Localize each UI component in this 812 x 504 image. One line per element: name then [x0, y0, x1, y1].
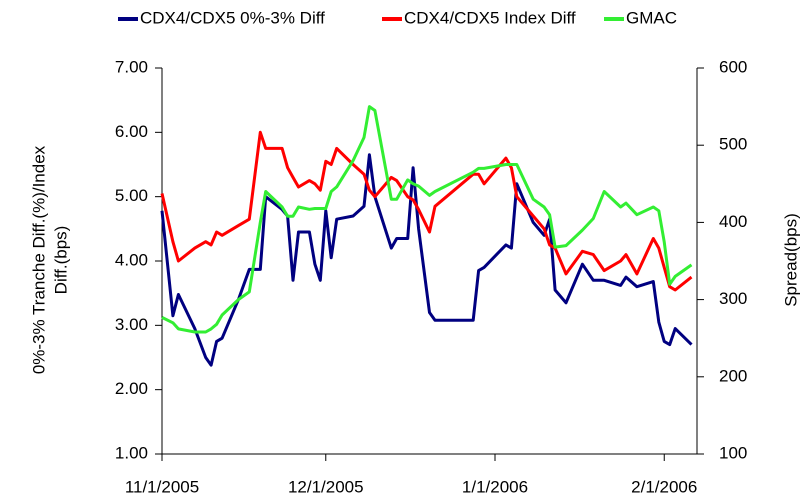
series-line: [160, 153, 693, 367]
y2-tick-label: 500: [719, 135, 747, 154]
y2-tick-label: 400: [719, 212, 747, 231]
y-tick-label: 5.00: [115, 186, 148, 205]
x-tick-label: 2/1/2006: [631, 477, 697, 496]
legend-label: CDX4/CDX5 0%-3% Diff: [140, 8, 325, 27]
y-tick-label: 7.00: [115, 57, 148, 76]
y2-tick-label: 200: [719, 366, 747, 385]
x-tick-label: 11/1/2005: [125, 477, 199, 496]
y-axis-label: Diff.(bps): [51, 226, 70, 295]
y2-tick-label: 300: [719, 289, 747, 308]
y2-tick-label: 600: [719, 57, 747, 76]
y-axis-label: 0%-3% Tranche Diff.(%)/Index: [29, 145, 48, 374]
x-tick-label: 12/1/2005: [288, 477, 364, 496]
y-tick-label: 3.00: [115, 315, 148, 334]
y2-tick-label: 100: [719, 443, 747, 462]
y2-axis-label: Spread(bps): [781, 213, 800, 307]
legend-label: CDX4/CDX5 Index Diff: [404, 8, 576, 27]
series-line: [160, 130, 693, 292]
y-tick-label: 6.00: [115, 122, 148, 141]
y-tick-label: 4.00: [115, 250, 148, 269]
legend-label: GMAC: [626, 8, 677, 27]
y-tick-label: 2.00: [115, 379, 148, 398]
series-line: [161, 105, 693, 334]
x-tick-label: 1/1/2006: [462, 477, 528, 496]
y-tick-label: 1.00: [115, 443, 148, 462]
